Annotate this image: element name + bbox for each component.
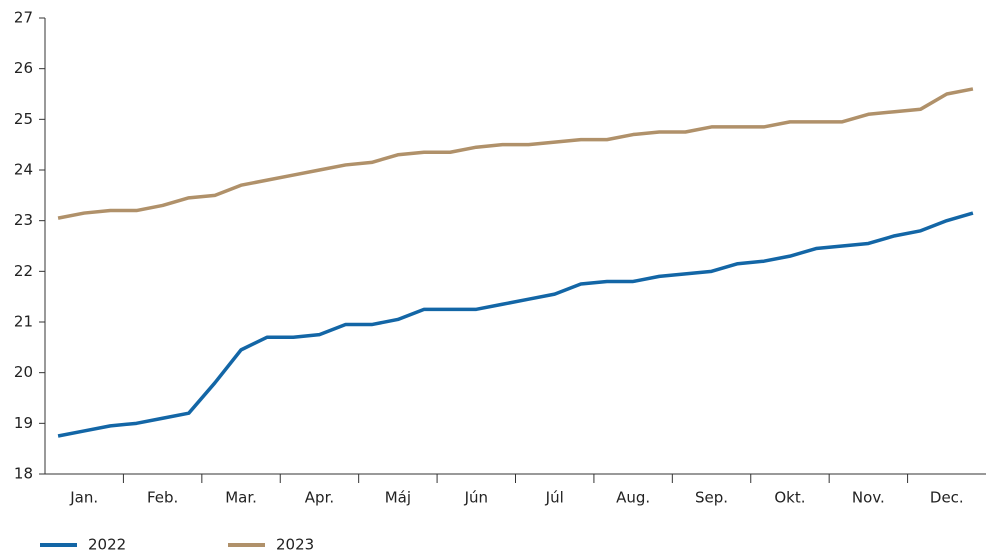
x-tick-label: Apr.: [305, 489, 334, 507]
x-tick-label: Okt.: [774, 489, 805, 507]
x-tick-label: Sep.: [695, 489, 728, 507]
y-tick-label: 24: [14, 161, 33, 179]
y-tick-label: 21: [14, 313, 33, 331]
y-tick-label: 26: [14, 59, 33, 77]
y-tick-label: 19: [14, 414, 33, 432]
line-series: [57, 87, 974, 220]
y-tick-label: 20: [14, 363, 33, 381]
y-tick-label: 27: [14, 9, 33, 27]
x-tick-label: Mar.: [225, 489, 257, 507]
x-tick-label: Nov.: [852, 489, 885, 507]
x-tick-label: Feb.: [147, 489, 178, 507]
y-tick-label: 23: [14, 211, 33, 229]
legend-label: 2022: [88, 536, 126, 553]
y-tick-label: 18: [14, 465, 33, 483]
legend-label: 2023: [276, 536, 314, 553]
x-tick-label: Júl: [545, 489, 564, 507]
x-tick-label: Jún: [464, 489, 488, 507]
line-series: [57, 211, 974, 438]
x-tick-label: Jan.: [69, 489, 98, 507]
x-tick-label: Máj: [385, 489, 411, 507]
y-tick-label: 22: [14, 262, 33, 280]
x-tick-label: Aug.: [616, 489, 650, 507]
x-tick-label: Dec.: [930, 489, 964, 507]
y-tick-label: 25: [14, 110, 33, 128]
